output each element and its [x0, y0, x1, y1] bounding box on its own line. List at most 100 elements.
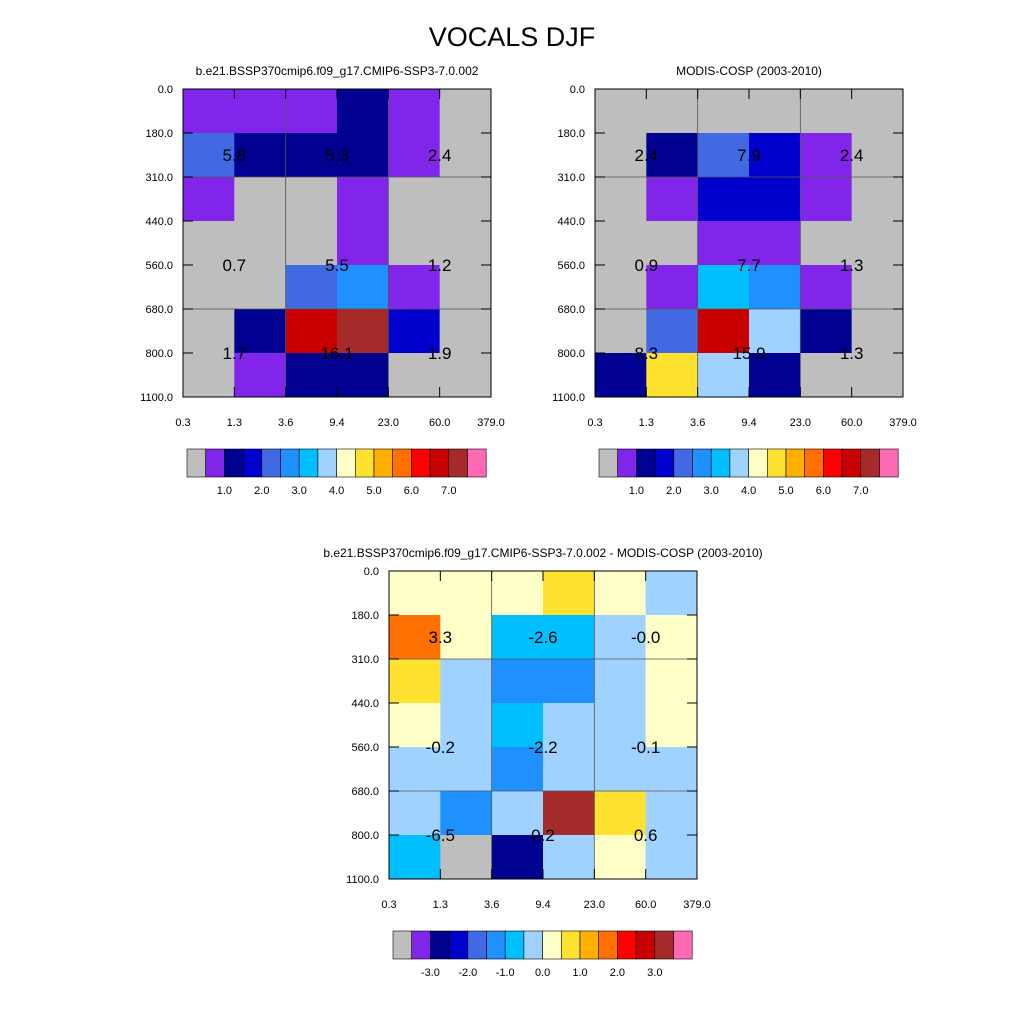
colorbar-swatch: [186, 448, 207, 478]
heatmap-cell: [388, 265, 441, 310]
heatmap-cell: [440, 747, 493, 792]
heatmap-cell: [183, 353, 235, 398]
heatmap-cell: [851, 89, 904, 134]
heatmap-cell: [183, 133, 235, 178]
heatmap-cell: [337, 221, 389, 266]
x-tick-label: 1.3: [639, 417, 654, 429]
heatmap-cell: [749, 133, 801, 178]
heatmap-cell: [543, 747, 595, 792]
heatmap-cell: [646, 265, 699, 310]
heatmap-cell: [439, 133, 492, 178]
y-tick-label: 0.0: [158, 84, 173, 96]
heatmap-cell: [491, 835, 544, 880]
colorbar-swatch: [205, 448, 225, 478]
heatmap-cell: [851, 265, 904, 310]
box-value-label: 2.4: [840, 146, 864, 165]
colorbar-label: 0.0: [535, 967, 550, 979]
heatmap-cell: [183, 309, 235, 354]
heatmap-cell: [440, 703, 493, 748]
panel-model: b.e21.BSSP370cmip6.f09_g17.CMIP6-SSP3-7.…: [140, 64, 505, 497]
heatmap-cell: [800, 133, 853, 178]
heatmap-cell: [800, 177, 853, 222]
heatmap-cell: [749, 353, 801, 398]
heatmap-cell: [646, 353, 699, 398]
colorbar-label: 3.0: [292, 485, 307, 497]
x-tick-label: 0.3: [587, 417, 602, 429]
heatmap-cell: [337, 309, 389, 354]
y-tick-label: 180.0: [557, 128, 585, 140]
heatmap-cell: [389, 615, 441, 660]
heatmap-cell: [697, 133, 750, 178]
heatmap-cell: [389, 571, 441, 616]
heatmap-cell: [439, 89, 492, 134]
heatmap-cell: [645, 571, 698, 616]
panel-title: b.e21.BSSP370cmip6.f09_g17.CMIP6-SSP3-7.…: [196, 64, 479, 78]
colorbar-label: 2.0: [610, 967, 625, 979]
colorbar-swatch: [673, 930, 693, 960]
heatmap-cell: [388, 177, 441, 222]
colorbar-label: 5.0: [366, 485, 381, 497]
heatmap-cell: [594, 747, 647, 792]
y-tick-label: 800.0: [557, 348, 585, 360]
colorbar-label: 5.0: [778, 485, 793, 497]
box-value-label: -0.0: [631, 628, 660, 647]
y-tick-label: 680.0: [351, 786, 379, 798]
box-value-label: -6.5: [426, 826, 455, 845]
colorbar-swatch: [336, 448, 356, 478]
colorbar-swatch: [504, 930, 525, 960]
y-tick-label: 800.0: [351, 830, 379, 842]
box-value-label: 1.9: [428, 344, 452, 363]
y-tick-label: 1100.0: [140, 392, 173, 404]
colorbar-swatch: [804, 448, 824, 478]
heatmap-cell: [337, 133, 389, 178]
heatmap-cell: [388, 133, 441, 178]
colorbar-label: 1.0: [629, 485, 644, 497]
heatmap-cell: [595, 133, 647, 178]
box-value-label: 2.4: [635, 146, 659, 165]
heatmap-cell: [749, 89, 801, 134]
x-tick-label: 379.0: [889, 417, 917, 429]
box-value-label: 2.4: [428, 146, 452, 165]
colorbar-swatch: [823, 448, 843, 478]
colorbar-swatch: [373, 448, 394, 478]
heatmap-cell: [439, 265, 492, 310]
panel-title: b.e21.BSSP370cmip6.f09_g17.CMIP6-SSP3-7.…: [323, 546, 762, 560]
heatmap-cell: [645, 703, 698, 748]
box-value-label: -0.2: [426, 738, 455, 757]
colorbar-swatch: [785, 448, 806, 478]
x-tick-label: 379.0: [683, 899, 711, 911]
colorbar-swatch: [542, 930, 562, 960]
colorbar-swatch: [879, 448, 899, 478]
heatmap-cell: [440, 791, 493, 836]
colorbar-swatch: [467, 448, 487, 478]
heatmap-cell: [388, 221, 441, 266]
heatmap-cell: [594, 791, 647, 836]
y-tick-label: 800.0: [145, 348, 173, 360]
heatmap-cell: [389, 659, 441, 704]
heatmap-cell: [646, 89, 699, 134]
y-tick-label: 0.0: [364, 566, 379, 578]
heatmap-cell: [851, 177, 904, 222]
heatmap-cell: [337, 353, 389, 398]
heatmap-cell: [646, 133, 699, 178]
colorbar-swatch: [560, 930, 581, 960]
x-tick-label: 9.4: [535, 899, 550, 911]
heatmap-cell: [697, 265, 750, 310]
heatmap-cell: [594, 615, 647, 660]
colorbar-swatch: [392, 448, 412, 478]
y-tick-label: 180.0: [145, 128, 173, 140]
colorbar-swatch: [467, 930, 487, 960]
box-value-label: 1.7: [223, 344, 247, 363]
box-value-label: 0.7: [223, 256, 247, 275]
box-value-label: 0.2: [531, 826, 555, 845]
heatmap-cell: [595, 309, 647, 354]
colorbar-swatch: [579, 930, 600, 960]
colorbar-label: 2.0: [666, 485, 681, 497]
heatmap-cell: [440, 835, 493, 880]
box-value-label: 1.2: [428, 256, 452, 275]
heatmap-cell: [800, 89, 853, 134]
y-tick-label: 680.0: [557, 304, 585, 316]
x-tick-label: 0.3: [381, 899, 396, 911]
heatmap-cell: [749, 309, 801, 354]
heatmap-cell: [389, 835, 441, 880]
